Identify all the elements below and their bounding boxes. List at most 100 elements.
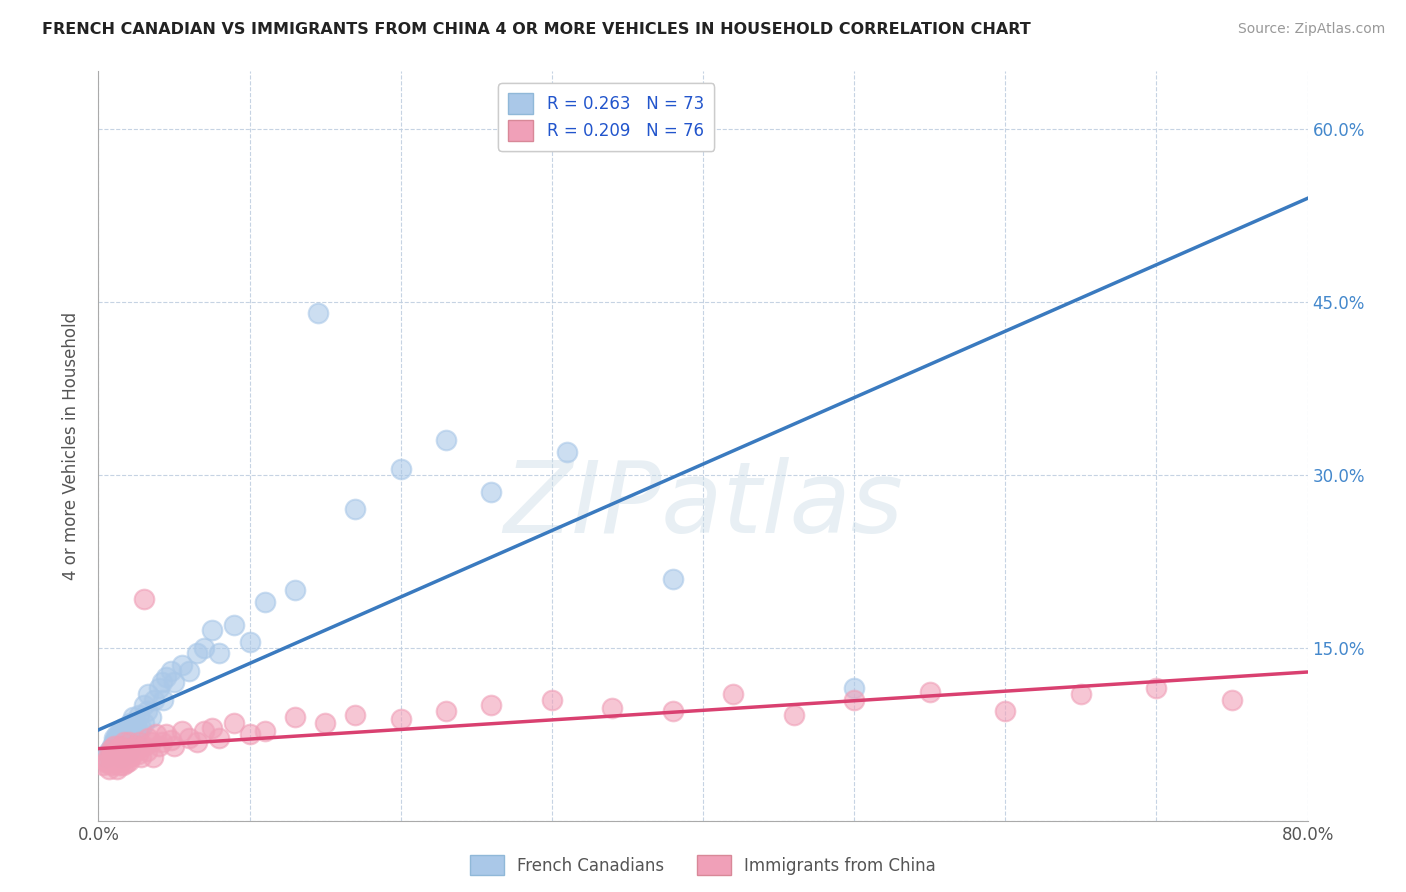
Point	[155, 669, 177, 683]
Point	[145, 727, 167, 741]
Point	[103, 735, 125, 749]
Point	[129, 722, 152, 736]
Point	[115, 742, 138, 756]
Point	[555, 444, 578, 458]
Point	[661, 572, 683, 586]
Point	[107, 754, 129, 768]
Point	[111, 722, 134, 736]
Point	[104, 733, 127, 747]
Point	[193, 723, 215, 738]
Point	[105, 742, 128, 756]
Point	[160, 733, 183, 747]
Point	[127, 747, 149, 761]
Point	[121, 744, 143, 758]
Point	[108, 739, 131, 753]
Point	[125, 731, 148, 745]
Point	[344, 502, 367, 516]
Point	[124, 722, 146, 736]
Point	[108, 742, 131, 756]
Point	[170, 658, 193, 673]
Point	[224, 617, 246, 632]
Point	[100, 742, 122, 756]
Point	[118, 735, 141, 749]
Point	[163, 739, 186, 753]
Point	[344, 707, 367, 722]
Point	[132, 739, 155, 753]
Point	[122, 710, 145, 724]
Point	[104, 747, 127, 761]
Point	[141, 735, 163, 749]
Point	[661, 704, 683, 718]
Point	[121, 733, 143, 747]
Point	[112, 735, 135, 749]
Point	[107, 735, 129, 749]
Point	[114, 756, 136, 770]
Point	[132, 592, 155, 607]
Point	[994, 704, 1017, 718]
Point	[107, 731, 129, 745]
Point	[179, 731, 201, 745]
Point	[103, 731, 125, 745]
Point	[152, 692, 174, 706]
Point	[118, 731, 141, 745]
Point	[143, 692, 166, 706]
Text: ZIPatlas: ZIPatlas	[503, 458, 903, 555]
Point	[253, 723, 276, 738]
Point	[155, 727, 177, 741]
Point	[112, 750, 135, 764]
Point	[132, 715, 155, 730]
Point	[208, 731, 231, 745]
Point	[112, 739, 135, 753]
Text: Source: ZipAtlas.com: Source: ZipAtlas.com	[1237, 22, 1385, 37]
Point	[136, 687, 159, 701]
Point	[170, 723, 193, 738]
Point	[128, 735, 150, 749]
Point	[111, 758, 134, 772]
Point	[148, 681, 170, 695]
Point	[141, 710, 163, 724]
Point	[118, 744, 141, 758]
Point	[100, 750, 122, 764]
Point	[201, 624, 224, 638]
Point	[481, 698, 503, 713]
Point	[105, 762, 128, 776]
Point	[132, 698, 155, 713]
Point	[434, 434, 457, 448]
Point	[224, 715, 246, 730]
Point	[540, 692, 562, 706]
Point	[148, 739, 170, 753]
Point	[111, 731, 134, 745]
Point	[94, 750, 117, 764]
Point	[179, 664, 201, 678]
Legend: French Canadians, Immigrants from China: French Canadians, Immigrants from China	[464, 848, 942, 882]
Point	[103, 739, 125, 753]
Point	[108, 723, 131, 738]
Point	[110, 727, 132, 741]
Point	[253, 594, 276, 608]
Point	[115, 722, 138, 736]
Point	[284, 583, 307, 598]
Point	[108, 758, 131, 772]
Point	[150, 675, 173, 690]
Point	[104, 756, 127, 770]
Point	[120, 735, 142, 749]
Point	[307, 306, 329, 320]
Point	[120, 750, 142, 764]
Point	[98, 747, 121, 761]
Point	[122, 727, 145, 741]
Point	[135, 704, 157, 718]
Point	[844, 681, 866, 695]
Legend: R = 0.263   N = 73, R = 0.209   N = 76: R = 0.263 N = 73, R = 0.209 N = 76	[499, 84, 714, 151]
Point	[723, 687, 745, 701]
Point	[239, 727, 262, 741]
Point	[239, 635, 262, 649]
Point	[96, 756, 118, 770]
Point	[150, 735, 173, 749]
Point	[602, 700, 624, 714]
Point	[783, 707, 806, 722]
Point	[105, 727, 128, 741]
Point	[105, 739, 128, 753]
Point	[115, 747, 138, 761]
Point	[110, 750, 132, 764]
Point	[112, 733, 135, 747]
